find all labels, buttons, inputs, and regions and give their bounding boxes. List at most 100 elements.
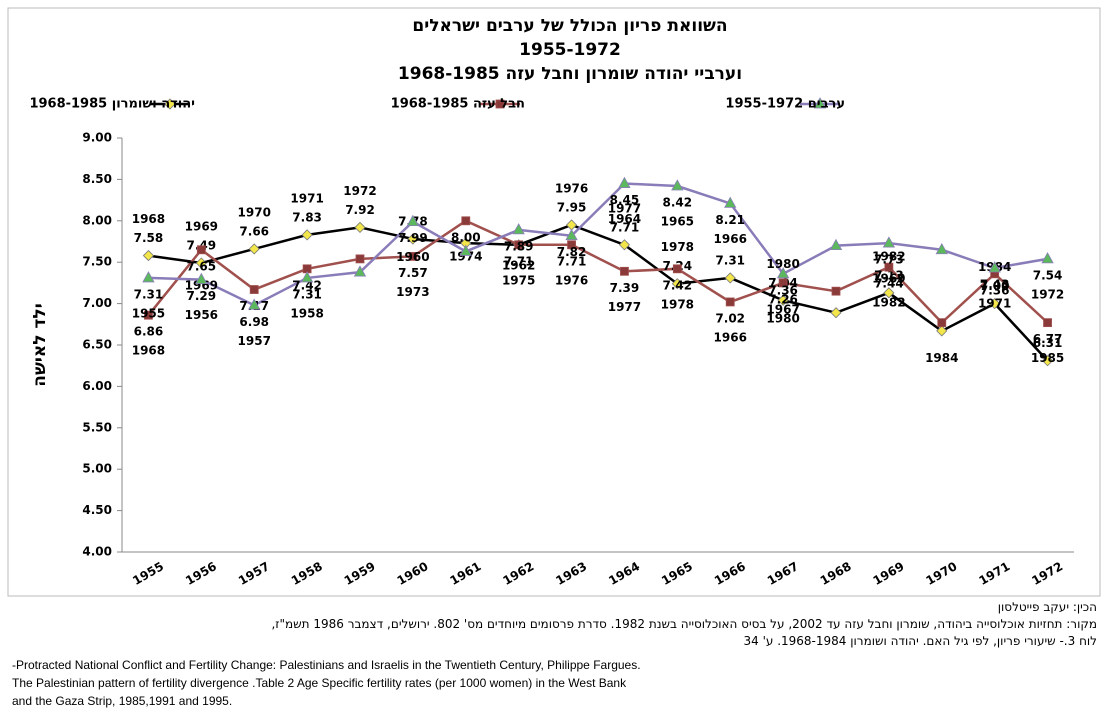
y-tick-label: 8.50 (82, 172, 112, 186)
data-label-year: 1957 (238, 334, 271, 348)
data-label-year: 1966 (714, 232, 747, 246)
footnote: The Palestinian pattern of fertility div… (12, 676, 627, 690)
marker (195, 272, 208, 284)
marker (777, 294, 789, 306)
series-line (147, 219, 1049, 325)
data-label: 7.71 (504, 254, 534, 268)
data-label: 7.73 (874, 253, 904, 267)
x-tick-label: 1958 (289, 559, 325, 588)
data-label-year: 1960 (396, 250, 429, 264)
legend-label: ערבים 1955-1972 (725, 97, 845, 112)
marker (831, 286, 841, 296)
y-tick-label: 7.00 (82, 296, 112, 310)
data-label-year: 1974 (449, 249, 482, 263)
marker (406, 214, 420, 227)
marker (355, 254, 365, 264)
marker (248, 243, 260, 255)
marker (778, 278, 788, 288)
data-label: 7.36 (768, 283, 798, 297)
marker (884, 262, 894, 272)
data-label: 6.31 (1033, 336, 1063, 350)
marker (407, 233, 419, 245)
data-label: 7.29 (187, 289, 217, 303)
marker (249, 285, 259, 294)
data-label: 8.21 (715, 213, 745, 227)
data-label: 7.13 (874, 268, 904, 282)
marker (408, 252, 418, 261)
marker (248, 298, 261, 310)
marker (164, 98, 176, 110)
x-tick-label: 1970 (924, 559, 960, 588)
legend-label: חבל עזה 1968-1985 (391, 97, 525, 112)
data-label: 7.66 (239, 224, 269, 238)
data-label-year: 1970 (238, 205, 271, 219)
data-label: 7.71 (557, 254, 587, 268)
x-tick-label: 1961 (448, 559, 484, 588)
marker (618, 176, 631, 188)
data-label-year: 1964 (608, 212, 641, 226)
data-label: 7.54 (1033, 268, 1063, 282)
x-tick-label: 1955 (130, 559, 166, 588)
series-line (148, 223, 1049, 362)
data-label: 8.45 (610, 193, 640, 207)
y-tick-label: 6.50 (82, 338, 112, 352)
data-label: 7.83 (292, 210, 322, 224)
data-label-year: 1978 (661, 240, 694, 254)
data-label: 6.98 (239, 315, 269, 329)
marker (565, 228, 578, 241)
y-tick-label: 4.50 (82, 503, 112, 517)
chart-title: 1955-1972 (519, 40, 621, 60)
data-label: 7.71 (610, 220, 640, 234)
data-label: 7.92 (345, 203, 375, 217)
data-label-year: 1958 (290, 306, 323, 320)
data-label-year: 1971 (978, 296, 1011, 310)
x-tick-label: 1971 (976, 559, 1012, 588)
y-axis-label: ילד לאישה (30, 303, 50, 386)
marker (620, 266, 629, 276)
data-label: 7.99 (398, 231, 428, 245)
data-label: 8.00 (451, 230, 481, 244)
data-label: 7.57 (398, 266, 428, 280)
y-tick-label: 8.00 (82, 213, 112, 227)
y-tick-label: 6.00 (82, 379, 112, 393)
x-tick-label: 1962 (500, 559, 536, 588)
marker (354, 221, 366, 233)
marker (813, 97, 827, 109)
marker (776, 266, 790, 279)
data-label-year: 1984 (925, 351, 958, 365)
x-tick-label: 1963 (553, 559, 589, 588)
marker (830, 307, 842, 319)
data-label-year: 1975 (502, 273, 535, 287)
data-label-year: 1967 (766, 302, 799, 316)
marker (671, 179, 684, 191)
marker (936, 325, 948, 337)
data-label: 7.89 (504, 239, 534, 253)
marker (1041, 252, 1054, 264)
marker (1041, 355, 1054, 367)
data-label-year: 1968 (132, 212, 165, 226)
data-label: 7.31 (134, 287, 164, 301)
x-tick-label: 1956 (183, 559, 219, 588)
marker (512, 223, 525, 235)
data-label-year: 1962 (502, 258, 535, 272)
footnote: הכין: יעקב פייטלסון (997, 600, 1097, 614)
data-label-year: 1977 (608, 300, 641, 314)
data-label: 7.65 (187, 259, 217, 273)
chart: השוואת פריון הכולל של ערבים ישראלים 1955… (7, 7, 1101, 597)
x-tick-label: 1972 (1029, 559, 1065, 588)
marker (144, 310, 153, 320)
marker (937, 318, 947, 328)
y-tick-label: 4.00 (82, 545, 112, 559)
series-line (148, 182, 1048, 307)
data-label-year: 1980 (766, 257, 799, 271)
y-tick-label: 5.50 (82, 420, 112, 434)
x-tick-label: 1968 (818, 559, 854, 588)
data-label-year: 1982 (872, 249, 905, 263)
data-label: 7.26 (768, 292, 798, 306)
data-label: 6.86 (134, 325, 164, 339)
data-label-year: 1972 (343, 184, 376, 198)
data-label-year: 1980 (766, 311, 799, 325)
data-label-year: 1982 (872, 296, 905, 310)
marker (196, 245, 206, 255)
